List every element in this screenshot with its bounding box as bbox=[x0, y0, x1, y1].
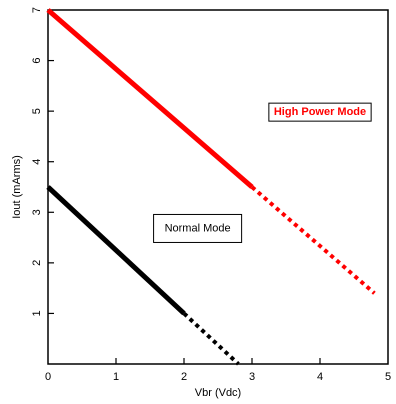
plot-frame bbox=[47, 9, 389, 365]
x-tick-label: 3 bbox=[249, 371, 255, 383]
annotation-normal: Normal Mode bbox=[153, 213, 243, 243]
x-tick-label: 4 bbox=[317, 371, 323, 383]
y-tick-label: 5 bbox=[31, 108, 43, 114]
y-tick-label: 3 bbox=[31, 209, 43, 215]
x-tick-label: 0 bbox=[45, 371, 51, 383]
y-tick-label: 7 bbox=[31, 7, 43, 13]
series-dotted-normal bbox=[182, 311, 240, 366]
series-dotted-high-power bbox=[250, 185, 376, 295]
y-tick-label: 2 bbox=[31, 260, 43, 266]
x-tick-label: 1 bbox=[113, 371, 119, 383]
annotation-box bbox=[268, 102, 372, 122]
y-tick-label: 6 bbox=[31, 58, 43, 64]
annotation-label: High Power Mode bbox=[274, 106, 366, 118]
y-axis-title: Iout (mArms) bbox=[11, 155, 23, 219]
annotation-label: Normal Mode bbox=[165, 222, 231, 234]
series-line-high-power bbox=[46, 8, 254, 189]
x-tick-label: 2 bbox=[181, 371, 187, 383]
annotation-high-power: High Power Mode bbox=[268, 102, 372, 122]
y-tick-label: 1 bbox=[31, 310, 43, 316]
series-line-normal bbox=[46, 185, 186, 316]
annotation-box bbox=[153, 213, 243, 243]
x-tick-label: 5 bbox=[385, 371, 391, 383]
y-tick-label: 4 bbox=[31, 159, 43, 165]
x-axis-title: Vbr (Vdc) bbox=[195, 387, 241, 399]
